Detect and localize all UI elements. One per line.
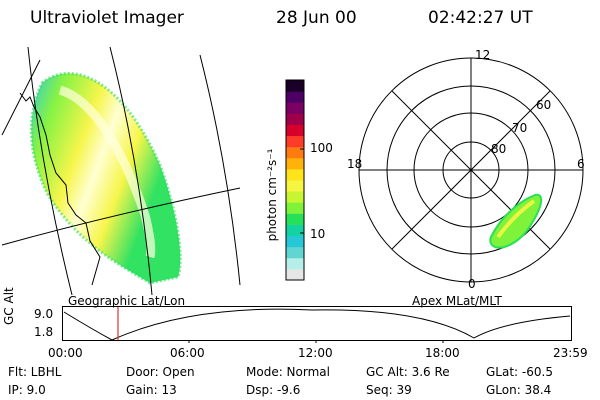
- colorbar-tick-100: 100: [310, 141, 333, 155]
- colorbar-stripe: [286, 168, 304, 181]
- date-label: 28 Jun 00: [276, 8, 357, 28]
- colorbar-stripe: [286, 246, 304, 259]
- altitude-curve: [63, 308, 571, 341]
- colorbar-tick-10: 10: [310, 227, 326, 241]
- info-seq: Seq: 39: [366, 383, 412, 397]
- colorbar-stripe: [286, 146, 304, 159]
- geographic-uv-image: [1, 46, 241, 295]
- geographic-caption: Geographic Lat/Lon: [68, 294, 186, 308]
- polar-mlat-mlt-plot: [358, 57, 584, 283]
- info-glat: GLat: -60.5: [486, 365, 553, 379]
- colorbar-stripe: [286, 235, 304, 248]
- altitude-y-tick-high: 9.0: [34, 307, 54, 321]
- colorbar-stripe: [286, 268, 304, 281]
- colorbar: photon cm⁻²s⁻¹: [265, 79, 305, 281]
- colorbar-stripe: [286, 213, 304, 225]
- colorbar-stripe: [286, 124, 304, 137]
- lat-label-60: 60: [536, 98, 552, 112]
- info-glon: GLon: 38.4: [486, 383, 552, 397]
- x-tick-0000: 00:00: [48, 346, 83, 360]
- mlt-label-12: 12: [475, 48, 491, 62]
- colorbar-unit-label: photon cm⁻²s⁻¹: [265, 148, 279, 241]
- colorbar-stripe: [286, 224, 304, 237]
- info-door: Door: Open: [126, 365, 195, 379]
- geo-grid-lines: [1, 46, 241, 295]
- colorbar-stripe: [286, 157, 304, 170]
- colorbar-stripe: [286, 191, 304, 203]
- instrument-title: Ultraviolet Imager: [30, 8, 184, 28]
- mlt-label-6: 6: [577, 157, 585, 171]
- mlt-label-0: 0: [468, 277, 476, 291]
- x-tick-0600: 06:00: [170, 346, 205, 360]
- colorbar-stripe: [286, 202, 304, 214]
- colorbar-stripe: [286, 91, 304, 103]
- time-label: 02:42:27 UT: [428, 8, 533, 28]
- altitude-y-tick-low: 1.8: [34, 325, 54, 339]
- info-ip: IP: 9.0: [8, 383, 46, 397]
- altitude-y-label: GC Alt: [2, 287, 16, 325]
- colorbar-stripe: [286, 135, 304, 148]
- colorbar-stripe: [286, 257, 304, 270]
- aurora-band: [31, 73, 181, 283]
- colorbar-stripe: [286, 80, 304, 92]
- colorbar-stripe: [286, 113, 304, 125]
- polar-grid: [358, 57, 584, 283]
- altitude-plot: [62, 306, 572, 343]
- colorbar-stripe: [286, 102, 304, 114]
- info-gain: Gain: 13: [126, 383, 177, 397]
- info-dsp: Dsp: -9.6: [246, 383, 301, 397]
- coastline: [19, 92, 101, 286]
- apex-caption: Apex MLat/MLT: [412, 294, 502, 308]
- info-mode: Mode: Normal: [246, 365, 330, 379]
- info-flt: Flt: LBHL: [8, 365, 62, 379]
- x-tick-2359: 23:59: [553, 346, 588, 360]
- x-tick-1800: 18:00: [425, 346, 460, 360]
- mlt-label-18: 18: [347, 157, 363, 171]
- lat-label-80: 80: [491, 142, 507, 156]
- colorbar-stripe: [286, 180, 304, 192]
- info-gc-alt: GC Alt: 3.6 Re: [366, 365, 450, 379]
- lat-label-70: 70: [512, 121, 528, 135]
- polar-aurora: [489, 193, 543, 249]
- x-tick-1200: 12:00: [298, 346, 333, 360]
